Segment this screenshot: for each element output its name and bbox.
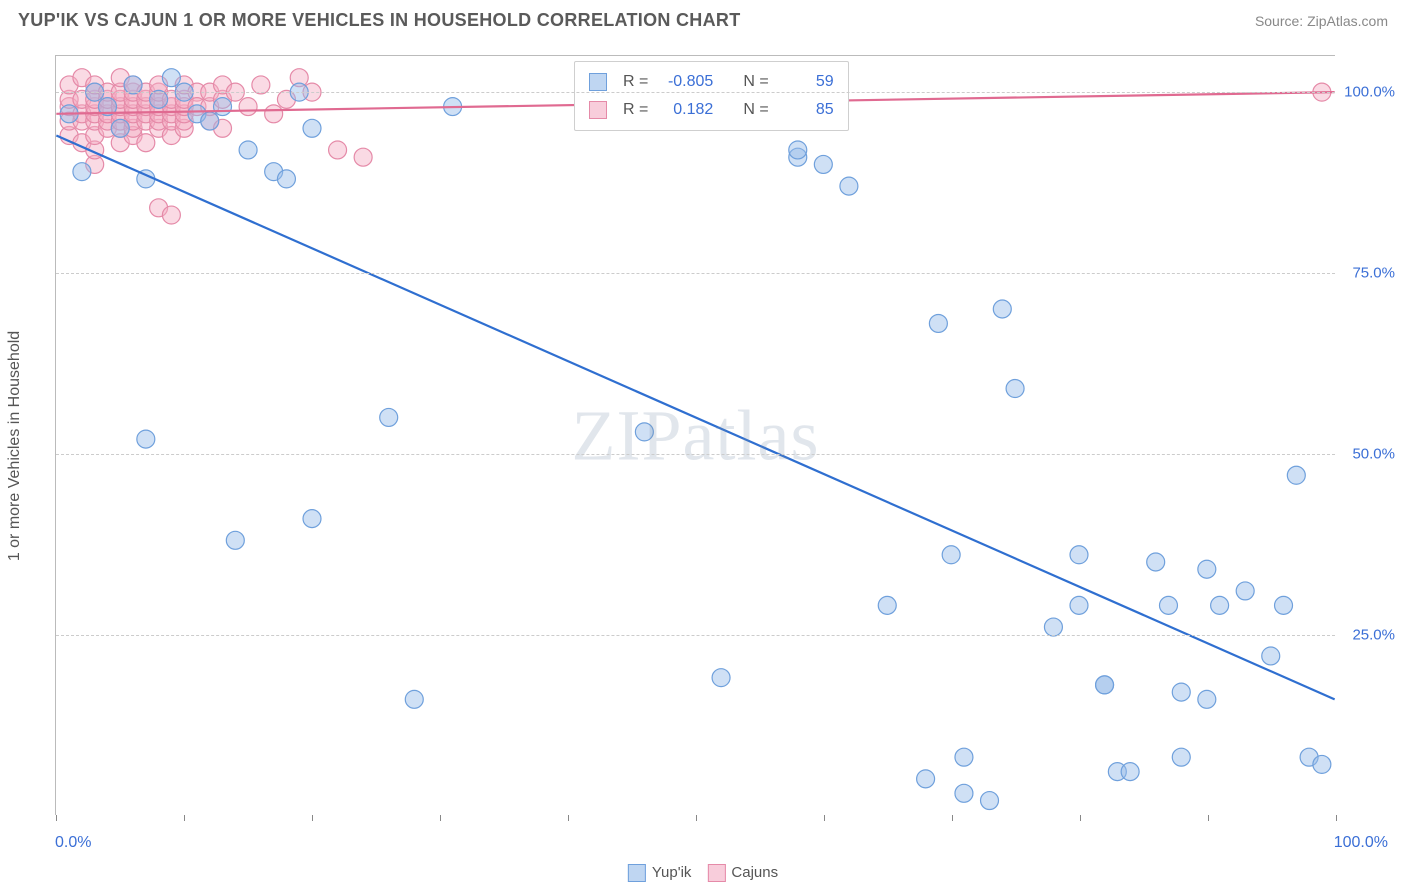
yupik-point xyxy=(942,546,960,564)
yupik-point xyxy=(789,141,807,159)
yupik-point xyxy=(955,784,973,802)
gridline xyxy=(56,635,1335,636)
yupik-point xyxy=(137,430,155,448)
legend-swatch xyxy=(589,101,607,119)
yupik-point xyxy=(1198,560,1216,578)
y-tick-label: 75.0% xyxy=(1352,265,1395,282)
x-tick xyxy=(696,815,697,821)
x-tick xyxy=(440,815,441,821)
yupik-point xyxy=(1275,596,1293,614)
legend-stat-row: R = 0.182 N = 85 xyxy=(589,96,834,124)
yupik-point xyxy=(929,314,947,332)
cajuns-point xyxy=(239,98,257,116)
legend-item: Cajuns xyxy=(707,864,778,882)
legend-swatch xyxy=(707,864,725,882)
yupik-point xyxy=(303,510,321,528)
yupik-point xyxy=(1211,596,1229,614)
yupik-point xyxy=(840,177,858,195)
yupik-point xyxy=(111,119,129,137)
yupik-point xyxy=(878,596,896,614)
yupik-point xyxy=(201,112,219,130)
legend-label: Yup'ik xyxy=(652,864,692,881)
yupik-point xyxy=(1287,466,1305,484)
yupik-point xyxy=(1006,380,1024,398)
legend-label: Cajuns xyxy=(731,864,778,881)
yupik-point xyxy=(214,98,232,116)
yupik-point xyxy=(1262,647,1280,665)
cajuns-point xyxy=(137,134,155,152)
gridline xyxy=(56,92,1335,93)
cajuns-point xyxy=(354,148,372,166)
yupik-point xyxy=(239,141,257,159)
x-tick xyxy=(312,815,313,821)
yupik-point xyxy=(73,163,91,181)
series-legend: Yup'ik Cajuns xyxy=(628,864,778,882)
cajuns-point xyxy=(265,105,283,123)
yupik-point xyxy=(162,69,180,87)
yupik-point xyxy=(955,748,973,766)
yupik-point xyxy=(1070,596,1088,614)
yupik-point xyxy=(1236,582,1254,600)
n-label: N = xyxy=(743,96,768,124)
yupik-point xyxy=(380,408,398,426)
yupik-point xyxy=(1313,755,1331,773)
yupik-point xyxy=(1096,676,1114,694)
r-value: 0.182 xyxy=(658,96,713,124)
cajuns-point xyxy=(329,141,347,159)
legend-swatch xyxy=(589,73,607,91)
yupik-point xyxy=(1070,546,1088,564)
y-tick-label: 100.0% xyxy=(1344,84,1395,101)
yupik-point xyxy=(814,155,832,173)
legend-item: Yup'ik xyxy=(628,864,692,882)
y-tick-label: 50.0% xyxy=(1352,446,1395,463)
yupik-point xyxy=(917,770,935,788)
x-tick xyxy=(1080,815,1081,821)
yupik-point xyxy=(1121,763,1139,781)
scatter-plot-svg xyxy=(56,56,1335,815)
yupik-point xyxy=(303,119,321,137)
x-axis-max-label: 100.0% xyxy=(1334,834,1388,852)
yupik-regression-line xyxy=(56,136,1334,700)
x-tick xyxy=(824,815,825,821)
yupik-point xyxy=(981,792,999,810)
x-tick xyxy=(1208,815,1209,821)
yupik-point xyxy=(1172,748,1190,766)
yupik-point xyxy=(1159,596,1177,614)
correlation-legend: R =-0.805N =59R =0.182N =85 xyxy=(574,61,849,131)
yupik-point xyxy=(1044,618,1062,636)
chart-title: YUP'IK VS CAJUN 1 OR MORE VEHICLES IN HO… xyxy=(18,10,741,31)
yupik-point xyxy=(1198,690,1216,708)
yupik-point xyxy=(993,300,1011,318)
yupik-point xyxy=(405,690,423,708)
yupik-point xyxy=(1147,553,1165,571)
legend-swatch xyxy=(628,864,646,882)
y-axis-label: 1 or more Vehicles in Household xyxy=(6,331,24,561)
gridline xyxy=(56,454,1335,455)
x-tick xyxy=(952,815,953,821)
yupik-point xyxy=(1172,683,1190,701)
yupik-point xyxy=(277,170,295,188)
source-attribution: Source: ZipAtlas.com xyxy=(1255,13,1388,29)
cajuns-point xyxy=(162,206,180,224)
x-tick xyxy=(56,815,57,821)
chart-plot-area: ZIPatlas R =-0.805N =59R =0.182N =85 25.… xyxy=(55,55,1335,815)
x-tick xyxy=(184,815,185,821)
n-value: 85 xyxy=(779,96,834,124)
x-tick xyxy=(568,815,569,821)
yupik-point xyxy=(712,669,730,687)
yupik-point xyxy=(226,531,244,549)
yupik-point xyxy=(635,423,653,441)
x-axis-min-label: 0.0% xyxy=(55,834,91,852)
r-label: R = xyxy=(623,96,648,124)
x-tick xyxy=(1336,815,1337,821)
y-tick-label: 25.0% xyxy=(1352,627,1395,644)
gridline xyxy=(56,273,1335,274)
